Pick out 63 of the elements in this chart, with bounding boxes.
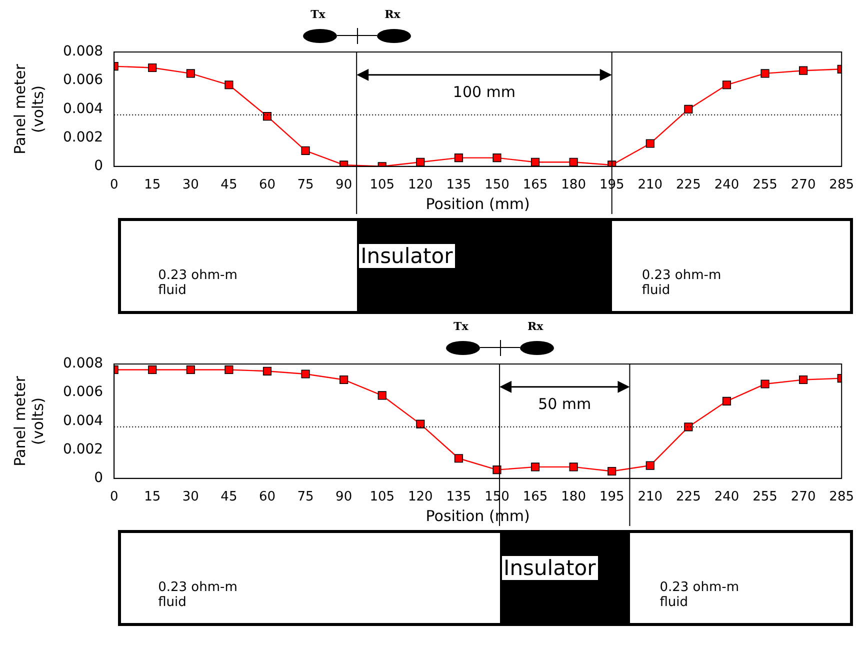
x-tick-label: 90 [336, 490, 352, 505]
x-tick-label: 240 [714, 490, 740, 505]
y-tick-label: 0.002 [62, 441, 104, 458]
x-tick-label: 0 [110, 178, 118, 193]
text: Tx [454, 320, 468, 333]
y-tick-label: 0.002 [62, 129, 104, 146]
x-tick-label: 225 [676, 178, 701, 193]
x-tick-label: 15 [144, 178, 161, 193]
x-tick-label: 210 [638, 178, 663, 193]
x-tick-label: 180 [561, 490, 586, 505]
text: 0.23 ohm-m fluid [158, 580, 238, 610]
text: Rx [528, 320, 544, 333]
x-tick-label: 15 [144, 490, 161, 505]
text: 0.23 ohm-m fluid [642, 268, 722, 298]
x-tick-label: 210 [638, 490, 663, 505]
x-axis-title: Position (mm) [426, 194, 530, 213]
y-tick-label: 0 [94, 470, 104, 486]
x-tick-label: 165 [522, 178, 548, 193]
text: Insulator [358, 244, 455, 268]
x-tick-label: 45 [220, 178, 238, 193]
x-tick-label: 240 [714, 178, 740, 193]
x-tick-label: 45 [220, 490, 238, 505]
x-tick-label: 120 [408, 178, 433, 193]
text: Insulator [502, 556, 598, 580]
y-tick-label: 0.008 [62, 356, 104, 372]
x-tick-label: 255 [752, 178, 778, 193]
x-tick-label: 270 [790, 178, 816, 193]
x-tick-label: 105 [370, 490, 395, 505]
x-tick-label: 255 [752, 490, 778, 505]
x-tick-label: 270 [790, 490, 816, 505]
text: Rx [384, 8, 400, 21]
y-axis-title: Panel meter (volts) [10, 63, 47, 154]
x-tick-label: 120 [408, 490, 433, 505]
text: 0.23 ohm-m fluid [158, 268, 238, 298]
y-tick-label: 0.004 [62, 412, 104, 429]
x-tick-label: 75 [297, 490, 314, 505]
x-tick-label: 285 [829, 490, 854, 505]
x-tick-label: 150 [484, 178, 510, 193]
x-tick-label: 135 [446, 178, 472, 193]
x-tick-label: 30 [182, 490, 199, 505]
x-tick-label: 105 [370, 178, 395, 193]
x-tick-label: 285 [829, 178, 854, 193]
x-tick-label: 165 [522, 490, 548, 505]
text: Tx [310, 8, 326, 21]
annotation: 50 mm [538, 395, 592, 414]
x-tick-label: 135 [446, 490, 472, 505]
y-tick-label: 0.006 [62, 384, 104, 400]
annotation: 100 mm [452, 83, 516, 102]
text: 0.23 ohm-m fluid [660, 580, 740, 610]
y-axis-title: Panel meter (volts) [10, 375, 47, 466]
y-tick-label: 0.004 [62, 100, 104, 117]
x-tick-label: 30 [182, 178, 199, 193]
x-tick-label: 60 [258, 178, 276, 193]
x-tick-label: 90 [336, 178, 352, 193]
x-tick-label: 75 [297, 178, 314, 193]
x-tick-label: 180 [561, 178, 586, 193]
x-tick-label: 225 [676, 490, 701, 505]
x-tick-label: 60 [258, 490, 276, 505]
y-tick-label: 0 [94, 158, 104, 174]
x-tick-label: 0 [110, 490, 118, 505]
y-tick-label: 0.008 [62, 44, 104, 60]
x-tick-label: 195 [599, 490, 624, 505]
y-tick-label: 0.006 [62, 72, 104, 88]
